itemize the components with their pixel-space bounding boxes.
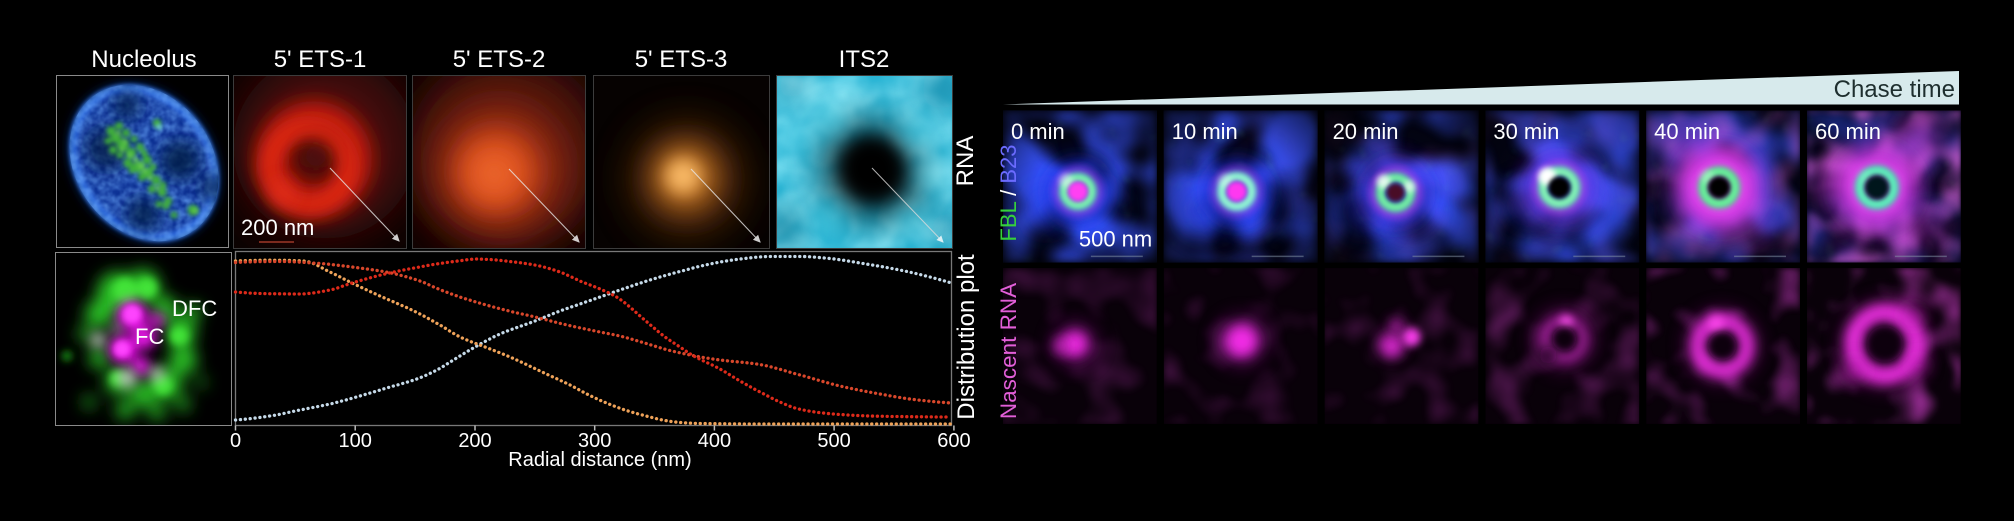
svg-text:0 min: 0 min <box>1011 119 1065 144</box>
svg-text:DFC: DFC <box>172 296 217 321</box>
svg-text:FC: FC <box>135 324 164 349</box>
svg-text:Nucleolus: Nucleolus <box>91 46 196 73</box>
svg-text:Chase time: Chase time <box>1834 76 1955 103</box>
svg-text:5' ETS-3: 5' ETS-3 <box>635 46 728 73</box>
svg-text:100: 100 <box>339 430 372 452</box>
svg-text:0: 0 <box>230 430 241 452</box>
svg-text:40 min: 40 min <box>1654 119 1720 144</box>
svg-text:Nascent RNA: Nascent RNA <box>996 283 1021 419</box>
svg-text:5' ETS-1: 5' ETS-1 <box>274 46 367 73</box>
svg-text:20 min: 20 min <box>1333 119 1399 144</box>
svg-text:Radial distance (nm): Radial distance (nm) <box>508 449 691 471</box>
svg-text:5' ETS-2: 5' ETS-2 <box>453 46 546 73</box>
svg-text:500 nm: 500 nm <box>1079 226 1152 251</box>
svg-text:300: 300 <box>578 430 611 452</box>
svg-text:400: 400 <box>698 430 731 452</box>
svg-text:30 min: 30 min <box>1493 119 1559 144</box>
svg-text:600: 600 <box>937 430 970 452</box>
svg-text:Distribution plot: Distribution plot <box>953 254 980 420</box>
svg-text:500: 500 <box>817 430 850 452</box>
svg-text:60 min: 60 min <box>1815 119 1881 144</box>
svg-text:10 min: 10 min <box>1172 119 1238 144</box>
svg-text:RNA: RNA <box>952 136 979 187</box>
svg-text:ITS2: ITS2 <box>839 46 890 73</box>
svg-text:FBL / B23: FBL / B23 <box>996 144 1021 241</box>
svg-text:200: 200 <box>458 430 491 452</box>
svg-text:200 nm: 200 nm <box>241 215 314 240</box>
